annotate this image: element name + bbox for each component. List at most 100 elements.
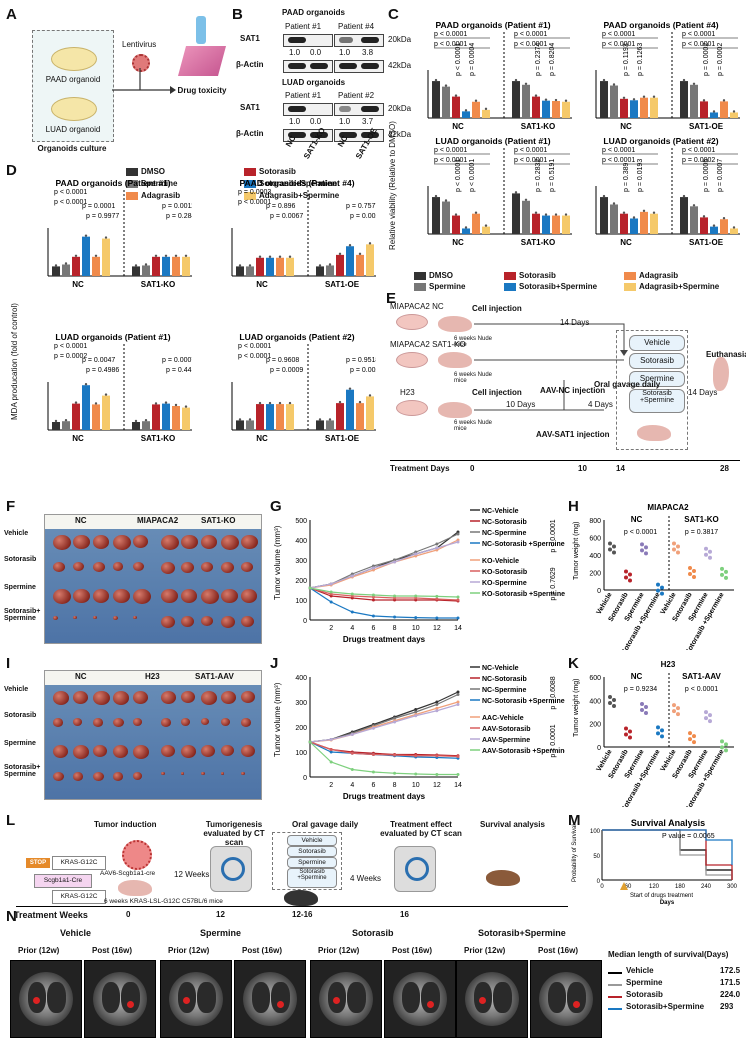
d-bar-3-0-5 [286,404,294,430]
quant-bot-0: 1.0 [289,117,301,126]
chart-G-legend-2: NC-Spermine [482,530,526,537]
d-bar-3-1-1 [326,420,334,430]
c-dot-0-0-5 [484,107,488,111]
tumor-3-4 [133,772,142,780]
tumor-1-5 [161,562,175,574]
chart-J-point-5-1 [329,748,333,751]
chart-H-point-3-0 [656,582,660,587]
blot-bot-patient1: Patient #1 [285,91,322,100]
i-ko: SAT1-AAV [195,672,234,681]
tumor-3-0 [53,772,64,782]
chart-K-point-1-0 [624,726,628,731]
c-dot-3-0-5 [652,211,656,214]
c-bar-0-1-0 [512,81,520,118]
quant-bot-1: 0.0 [310,117,322,126]
tumor-0-2 [93,691,110,706]
chart-H-point-3-3 [660,591,664,596]
c-dot-3-0-0 [602,194,606,198]
legend2-adag-sperm: Adagrasib+Spermine [624,281,719,292]
tumor-marker-icon [183,997,190,1004]
d-bar-2-1-1 [142,421,150,430]
c-bar-0-1-4 [552,101,560,118]
d-bar-3-1-0 [316,420,324,430]
chart-H-point-2-2 [640,548,644,553]
tumor-2-1 [73,589,90,604]
chart-m-xtick-5: 300 [727,884,738,890]
c-p-0-7: p = 0.8204 [549,43,556,76]
tumor-2-4 [133,745,149,759]
blot-sat1-label: SAT1 [240,34,260,43]
chart-J-point-5-4 [393,753,397,757]
d-dot-3-1-3 [348,387,352,390]
c-group2-1: SAT1-OE [689,122,724,131]
chart-K-point-0-1 [612,698,616,702]
l-drug-3: Sotorasib +Spermine [287,868,337,888]
tumor-3-0 [53,616,58,621]
blot-top-title: PAAD organoids [282,8,345,17]
c-bar-1-1-4 [720,101,728,118]
chart-G-series-6 [309,541,459,589]
d-title-1: PAAD organoids (Patient #4) [239,178,354,188]
mouse-icon-1 [438,316,472,332]
c-bar-2-1-0 [512,193,520,234]
tumor-0-8 [221,691,236,704]
c-dot-3-1-1 [692,204,696,207]
chart-H-point-7-2 [720,572,724,577]
chart-J-xtick: 8 [393,782,397,789]
c-bar-1-1-5 [730,112,738,118]
chart-H-point-7-3 [724,575,728,580]
chart-K-point-5-2 [688,737,692,742]
tumor-2-0 [53,589,71,605]
legend2-soto-sperm: Sotorasib+Spermine [504,281,597,292]
d-bar-3-0-0 [236,420,244,430]
panel-label-c: C [388,6,399,23]
quant-bot-2: 1.0 [339,117,351,126]
tumor-3-5 [161,616,175,628]
f-row-3: Sotorasib+ Spermine [4,608,41,622]
chart-G-ytick: 100 [295,598,307,605]
tumor-2-7 [201,745,215,757]
d-bar-2-0-3 [82,385,90,430]
chart-G-xtick: 10 [412,625,420,632]
d-dot-1-1-1 [328,263,332,266]
quant-top-0: 1.0 [289,48,301,57]
chart-H-point-4-2 [672,547,676,552]
c-bar-0-1-1 [522,84,530,118]
c-dot-1-1-0 [682,78,686,82]
c-dot-0-0-3 [464,109,468,112]
chart-m-pvalue: P value = 0.0065 [662,833,715,840]
l-tick-2: 12-16 [292,910,313,919]
i-row-0: Vehicle [4,686,29,693]
e-drug-3: Sotorasib +Spermine [629,389,685,413]
f-row-1: Sotorasib [4,556,37,563]
chart-G-xtick: 14 [454,625,462,632]
d-bar-3-1-5 [366,396,374,430]
chart-J-ytick: 100 [295,750,307,757]
chart-H-point-7-1 [724,569,728,574]
e-drug-1: Sotorasib [629,353,685,369]
c-dot-1-0-2 [622,96,626,100]
n-group-3: Sotorasib+Spermine [478,928,566,938]
chart-J-legend-5: AAV-Sotorasib [482,726,531,733]
chart-G-p-0: p < 0.0001 [550,519,557,552]
chart-G-legend-1: NC-Sotorasib [482,519,527,526]
chart-K-point-6-2 [704,716,708,721]
c-dot-0-1-5 [564,99,568,102]
legend-spermine: Spermine [126,178,177,190]
d-bar-0-1-3 [162,256,170,276]
c-dot-0-0-1 [444,84,448,87]
kda20-bot: 20kDa [388,104,412,113]
c-p-2-4: p < 0.0001 [514,147,547,154]
c-dot-1-1-4 [722,99,726,102]
e-cell-inj2: Cell injection [472,388,522,397]
d-bar-2-1-2 [152,404,160,430]
d-p-3-3: p = 0.9518 [346,357,376,364]
chart-J-legend-2: NC-Spermine [482,687,526,694]
d-bar-2-0-1 [62,421,70,430]
tumor-3-9 [241,772,245,776]
i-row-3: Sotorasib+ Spermine [4,764,41,778]
mouse-icon-5 [713,357,729,391]
chart-K-point-4-1 [676,706,680,711]
chart-G-legend-5: KO-Sotorasib [482,569,527,576]
tumor-3-7 [201,772,205,776]
